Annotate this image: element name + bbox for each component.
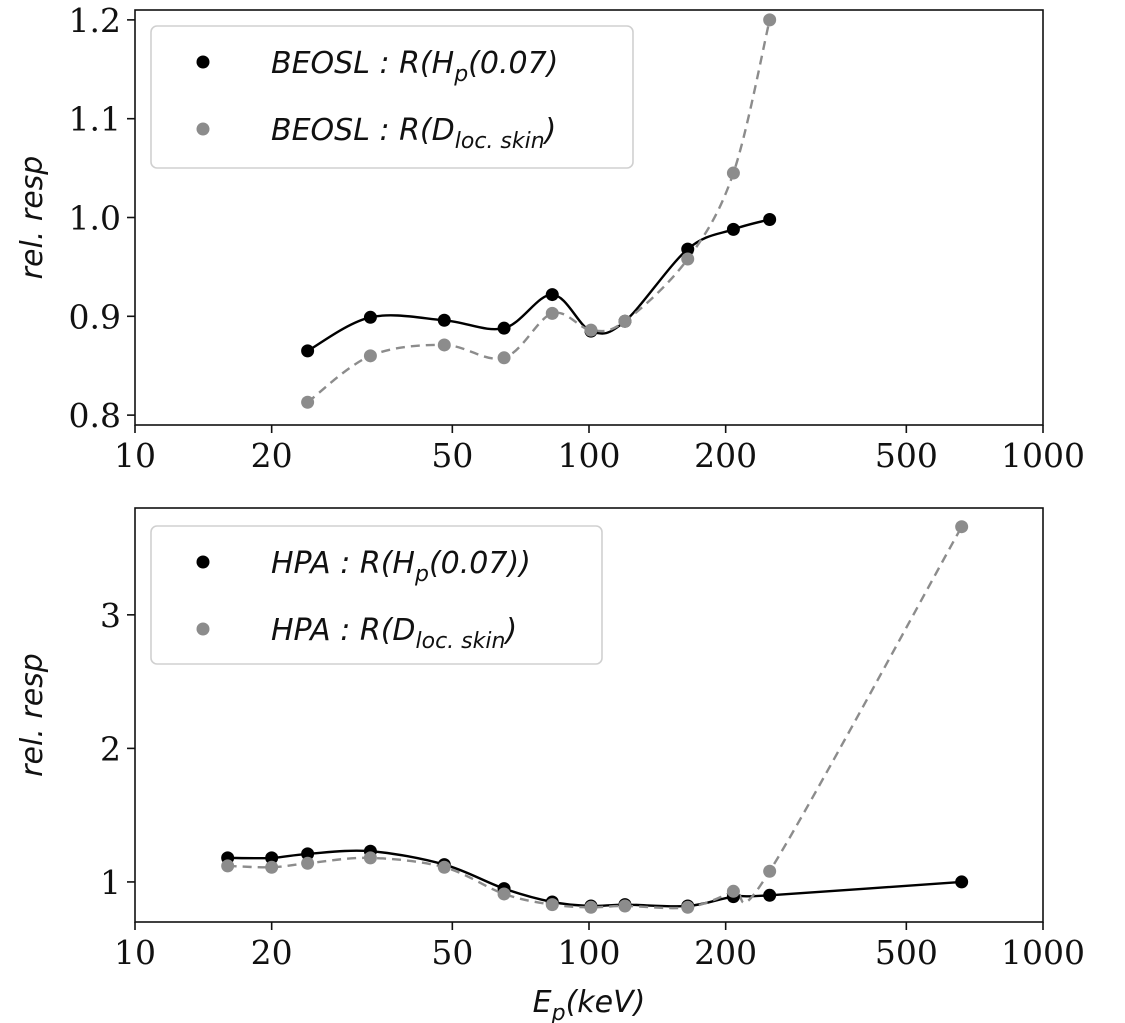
data-point-s2 — [618, 314, 632, 328]
legend-box — [150, 525, 603, 665]
data-point-s2 — [681, 900, 695, 914]
data-point-s1 — [681, 242, 695, 256]
y-axis-label: rel. resp — [15, 156, 50, 280]
data-point-s2 — [437, 860, 451, 874]
data-point-s1 — [497, 321, 511, 335]
legend-label-1: BEOSL : R(Hp(0.07) — [271, 46, 558, 87]
y-tick-label: 0.8 — [69, 396, 121, 435]
legend-marker — [196, 122, 210, 136]
data-point-s2 — [763, 13, 777, 27]
data-point-s1 — [763, 888, 777, 902]
data-point-s2 — [221, 859, 235, 873]
data-point-s1 — [437, 313, 451, 327]
data-point-s1 — [726, 222, 740, 236]
x-tick-label: 100 — [558, 436, 621, 475]
x-tick-label: 500 — [875, 933, 938, 972]
data-point-s1 — [545, 288, 559, 302]
y-tick-label: 2 — [100, 729, 121, 768]
legend: BEOSL : R(Hp(0.07) BEOSL : R(Dloc. skin) — [150, 25, 634, 169]
x-tick-label: 10 — [114, 436, 156, 475]
data-point-s2 — [265, 860, 279, 874]
legend-marker — [196, 622, 210, 636]
data-point-s1 — [301, 847, 315, 861]
data-point-s2 — [726, 166, 740, 180]
legend-marker — [196, 55, 210, 69]
legend-label-2: BEOSL : R(Dloc. skin) — [271, 113, 556, 154]
data-point-s2 — [584, 323, 598, 337]
data-point-s2 — [301, 395, 315, 409]
data-point-s2 — [363, 349, 377, 363]
legend-box — [150, 25, 634, 169]
x-tick-label: 1000 — [1001, 933, 1085, 972]
data-point-s1 — [763, 212, 777, 226]
x-tick-label: 200 — [694, 933, 757, 972]
y-tick-label: 1.1 — [69, 100, 121, 139]
data-point-s1 — [265, 851, 279, 865]
x-tick-label: 50 — [431, 933, 473, 972]
data-point-s2 — [681, 252, 695, 266]
y-tick-label: 1 — [100, 863, 121, 902]
data-point-s2 — [955, 520, 969, 534]
y-tick-label: 3 — [100, 596, 121, 635]
x-axis-label: Ep(keV) — [533, 985, 646, 1023]
data-point-s1 — [955, 875, 969, 889]
series-line-1 — [307, 218, 770, 352]
data-point-s2 — [726, 884, 740, 898]
legend-label-1: HPA : R(Hp(0.07)) — [271, 546, 531, 587]
legend-marker — [196, 555, 210, 569]
y-axis-label: rel. resp — [15, 653, 50, 777]
data-point-s2 — [301, 856, 315, 870]
data-point-s2 — [363, 851, 377, 865]
legend-label-2: HPA : R(Dloc. skin) — [271, 613, 517, 654]
x-tick-label: 100 — [558, 933, 621, 972]
data-point-s2 — [497, 351, 511, 365]
data-point-s2 — [497, 887, 511, 901]
x-tick-label: 500 — [875, 436, 938, 475]
data-point-s2 — [437, 338, 451, 352]
chart-panel-1: 10 20 50 100 200 500 1000 0.8 0.9 1.0 1.1 1.2 rel. r… — [15, 1, 1085, 475]
y-tick-label: 0.9 — [69, 297, 121, 336]
data-point-s2 — [618, 899, 632, 913]
data-point-s2 — [545, 306, 559, 320]
data-point-s1 — [363, 310, 377, 324]
x-tick-label: 50 — [431, 436, 473, 475]
x-tick-label: 10 — [114, 933, 156, 972]
chart-panel-2: 10 20 50 100 200 500 1000 1 2 3 rel. resp Ep(keV) HP… — [15, 507, 1085, 1023]
x-tick-label: 20 — [251, 436, 293, 475]
x-tick-label: 1000 — [1001, 436, 1085, 475]
data-point-s1 — [301, 344, 315, 358]
x-tick-label: 20 — [251, 933, 293, 972]
data-point-s2 — [763, 864, 777, 878]
data-point-s2 — [584, 900, 598, 914]
series-line-2 — [306, 19, 771, 404]
legend: HPA : R(Hp(0.07)) HPA : R(Dloc. skin) — [150, 525, 603, 665]
x-tick-label: 200 — [694, 436, 757, 475]
y-tick-label: 1.2 — [69, 1, 121, 40]
y-tick-label: 1.0 — [69, 199, 121, 238]
data-point-s2 — [545, 898, 559, 912]
